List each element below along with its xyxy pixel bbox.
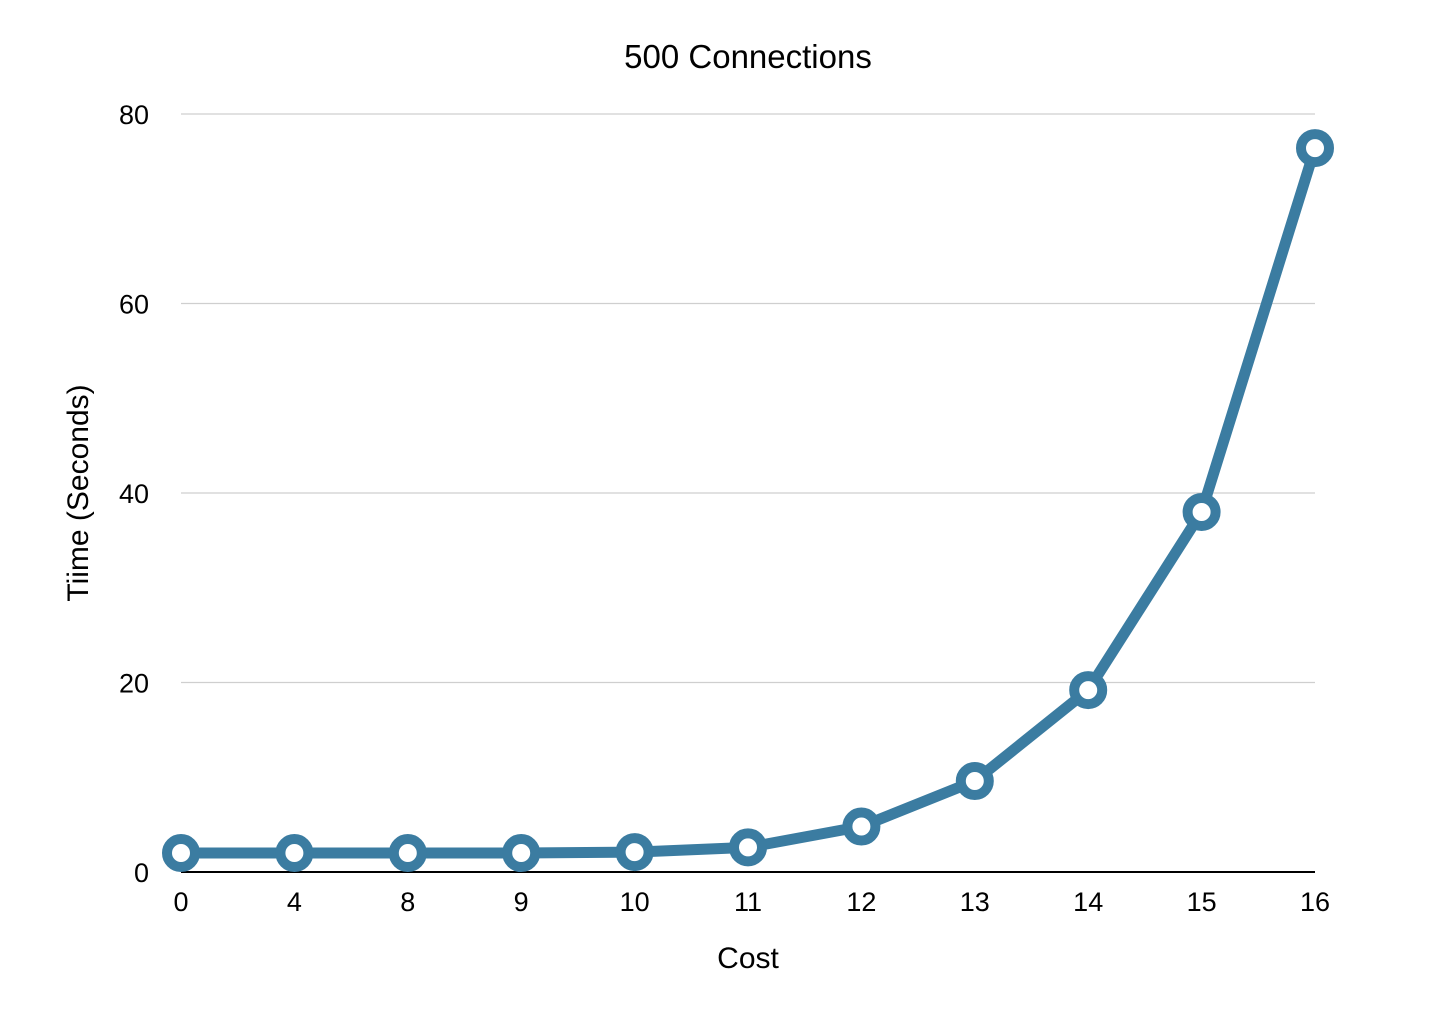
data-point <box>842 807 881 846</box>
gridlines <box>181 113 1315 684</box>
data-point <box>615 833 654 872</box>
data-point <box>729 828 767 867</box>
x-tick-label: 11 <box>734 887 762 917</box>
data-point <box>388 834 427 873</box>
data-point <box>955 762 994 801</box>
data-point <box>1296 129 1334 168</box>
y-tick-label: 0 <box>134 858 149 888</box>
x-tick-label: 8 <box>400 887 415 917</box>
x-tick-label: 15 <box>1187 887 1217 917</box>
x-tick-label: 16 <box>1300 887 1330 917</box>
x-tick-label: 0 <box>173 887 188 917</box>
x-tick-label: 12 <box>846 887 876 917</box>
x-tick-labels: 0 4 8 9 10 11 12 13 14 15 16 <box>173 887 1330 917</box>
series-line <box>175 142 1321 859</box>
y-axis-title: Tiime (Seconds) <box>62 384 95 601</box>
series-layer <box>162 129 1334 873</box>
x-axis-title: Cost <box>717 942 779 975</box>
data-point <box>275 834 314 873</box>
data-point <box>1182 492 1221 531</box>
x-tick-label: 14 <box>1073 887 1103 917</box>
y-tick-label: 40 <box>119 479 149 509</box>
x-tick-label: 4 <box>287 887 302 917</box>
x-tick-label: 9 <box>514 887 529 917</box>
data-point <box>162 834 200 873</box>
y-tick-labels: 0 20 40 60 80 <box>119 100 149 888</box>
data-point <box>502 834 541 873</box>
y-tick-label: 20 <box>119 669 149 699</box>
x-tick-label: 13 <box>960 887 990 917</box>
data-point <box>1069 671 1108 710</box>
y-tick-label: 80 <box>119 100 149 130</box>
chart-title: 500 Connections <box>624 38 872 75</box>
y-tick-label: 60 <box>119 290 149 320</box>
x-tick-label: 10 <box>620 887 650 917</box>
